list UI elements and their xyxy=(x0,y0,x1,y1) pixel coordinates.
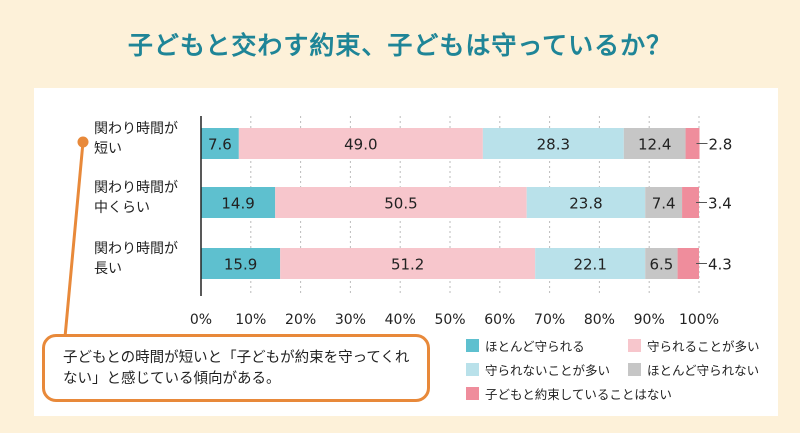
x-tick-label: 100% xyxy=(679,312,719,328)
x-tick-label: 70% xyxy=(534,312,565,328)
data-label: 22.1 xyxy=(573,256,606,274)
legend-label: ほとんど守られる xyxy=(485,339,585,354)
data-label: 7.4 xyxy=(652,195,676,213)
bar-segment xyxy=(645,187,683,218)
bar-segment xyxy=(201,248,281,279)
data-label: 49.0 xyxy=(344,136,377,154)
category-label: 中くらい xyxy=(94,200,150,216)
data-label: 2.8 xyxy=(708,136,732,154)
legend-label: ほとんど守られない xyxy=(647,363,760,378)
category-label: 関わり時間が xyxy=(94,241,178,257)
category-label: 長い xyxy=(94,261,122,277)
bar-segment xyxy=(623,128,686,159)
bar-segment xyxy=(201,187,276,218)
legend-item: 子どもと約束していることはない xyxy=(466,384,672,403)
bar-segment xyxy=(645,248,678,279)
data-label: 4.3 xyxy=(708,256,732,274)
data-label: 28.3 xyxy=(537,136,570,154)
x-tick-label: 50% xyxy=(434,312,465,328)
x-tick-label: 60% xyxy=(484,312,515,328)
legend-swatch xyxy=(466,387,479,400)
legend-label: 守られないことが多い xyxy=(485,363,611,378)
bar-segment xyxy=(280,248,536,279)
callout-dot xyxy=(77,136,89,148)
data-label: 12.4 xyxy=(638,136,671,154)
legend-swatch xyxy=(466,363,479,376)
chart-title: 子どもと交わす約束、子どもは守っているか？ xyxy=(127,31,673,60)
data-label: 14.9 xyxy=(221,195,254,213)
x-tick-label: 10% xyxy=(235,312,266,328)
chart-legend: ほとんど守られる 守られることが多い守られないことが多い ほとんど守られない子どもと… xyxy=(466,336,786,416)
x-tick-label: 30% xyxy=(335,312,366,328)
x-tick-label: 80% xyxy=(584,312,615,328)
category-label: 関わり時間が xyxy=(94,180,178,196)
category-label: 関わり時間が xyxy=(94,121,178,137)
bar-segment xyxy=(682,187,699,218)
legend-item: 守られることが多い xyxy=(628,336,760,355)
category-label: 短い xyxy=(94,141,122,157)
legend-swatch xyxy=(628,339,641,352)
data-label: 23.8 xyxy=(569,195,602,213)
bar-segment xyxy=(238,128,483,159)
x-tick-label: 90% xyxy=(634,312,665,328)
legend-label: 子どもと約束していることはない xyxy=(485,387,672,402)
legend-swatch xyxy=(628,363,641,376)
data-label: 6.5 xyxy=(649,256,673,274)
bar-segment xyxy=(526,187,646,218)
bar-segment xyxy=(482,128,624,159)
x-tick-label: 20% xyxy=(285,312,316,328)
data-label: 51.2 xyxy=(391,256,424,274)
legend-item: ほとんど守られない xyxy=(628,360,759,379)
legend-item: 守られないことが多い xyxy=(466,360,610,379)
bar-segment xyxy=(275,187,527,218)
data-label: 15.9 xyxy=(224,256,257,274)
finding-note: 子どもとの時間が短いと「子どもが約束を守ってくれない」と感じている傾向がある。 xyxy=(42,334,430,402)
bar-segment xyxy=(677,248,699,279)
x-tick-label: 0% xyxy=(190,312,212,328)
data-label: 3.4 xyxy=(708,195,732,213)
bar-segment xyxy=(201,128,239,159)
legend-label: 守られることが多い xyxy=(647,339,760,354)
data-label: 50.5 xyxy=(384,195,417,213)
callout-connector xyxy=(44,141,85,350)
legend-swatch xyxy=(466,339,479,352)
data-label: 7.6 xyxy=(208,136,232,154)
x-tick-label: 40% xyxy=(385,312,416,328)
bar-segment xyxy=(535,248,646,279)
bar-segment xyxy=(685,128,700,159)
legend-item: ほとんど守られる xyxy=(466,336,585,355)
